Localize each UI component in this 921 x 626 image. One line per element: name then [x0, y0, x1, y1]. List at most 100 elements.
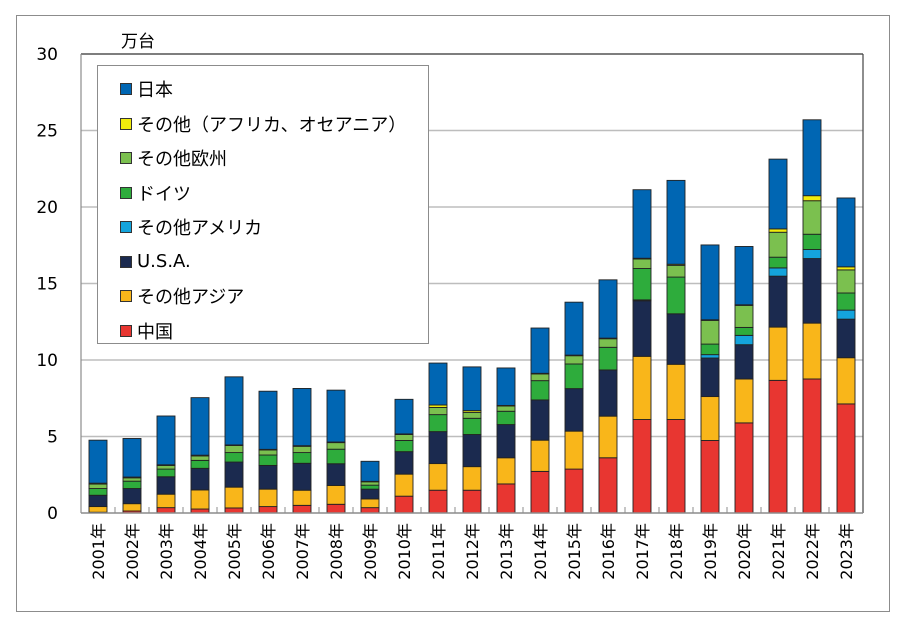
bars — [88, 119, 856, 514]
bar-segment — [734, 326, 754, 336]
y-tick-label: 0 — [47, 504, 58, 524]
bar-segment — [564, 363, 584, 390]
legend-label: ドイツ — [137, 183, 191, 205]
x-tick-label: 2007年 — [293, 523, 312, 580]
bar-segment — [734, 422, 754, 514]
x-tick-label: 2022年 — [803, 523, 822, 580]
bar-segment — [88, 483, 108, 489]
x-tick-label: 2016年 — [599, 523, 618, 580]
bar-segment — [802, 119, 822, 197]
bar-segment — [428, 431, 448, 465]
bar-segment — [666, 276, 686, 315]
bar-segment — [768, 267, 788, 277]
x-tick-label: 2005年 — [225, 523, 244, 580]
legend-label: 日本 — [137, 80, 173, 101]
bar-segment — [190, 489, 210, 510]
bar-segment — [394, 473, 414, 497]
bar-segment — [224, 507, 244, 514]
bar-segment — [734, 378, 754, 424]
legend-label: U.S.A. — [137, 251, 191, 272]
bar-segment — [360, 484, 380, 490]
bar-segment — [564, 301, 584, 356]
x-tick-labels: 2001年 2002年 2003年 2004年 2005年 2006年 2007年 2008年… — [89, 523, 856, 580]
bar-segment — [462, 434, 482, 468]
bar-segment — [122, 480, 142, 489]
bar-segment — [462, 489, 482, 514]
legend-label: その他欧州 — [137, 149, 227, 170]
bar-segment — [836, 309, 856, 320]
x-tick-label: 2003年 — [157, 523, 176, 580]
legend-item: ドイツ — [120, 178, 191, 208]
bar-segment — [224, 445, 244, 454]
bar-segment — [700, 244, 720, 321]
bar-segment — [462, 466, 482, 491]
x-tick-label: 2019年 — [701, 523, 720, 580]
legend-label: その他アジア — [137, 287, 245, 308]
bar-segment — [734, 344, 754, 380]
bar-segment — [292, 388, 312, 447]
bar-segment — [394, 451, 414, 475]
bar-segment — [326, 463, 346, 486]
bar-segment — [88, 439, 108, 484]
x-tick-label: 2018年 — [667, 523, 686, 580]
bar-segment — [462, 411, 482, 419]
bar-segment — [360, 498, 380, 509]
bar-segment — [598, 346, 618, 371]
bar-segment — [836, 269, 856, 294]
bar-segment — [258, 464, 278, 490]
legend-label: その他（アフリカ、オセアニア） — [137, 114, 407, 136]
bar-segment — [632, 419, 652, 514]
bar-segment — [326, 389, 346, 443]
legend-item: U.S.A. — [120, 247, 191, 277]
bar-segment — [666, 313, 686, 365]
bar-segment — [258, 488, 278, 508]
bar-segment — [530, 439, 550, 472]
x-tick-label: 2008年 — [327, 523, 346, 580]
bar-segment — [598, 457, 618, 514]
x-tick-label: 2014年 — [531, 523, 550, 580]
bar-segment — [224, 486, 244, 509]
bar-segment — [496, 483, 516, 514]
bar-segment — [802, 200, 822, 235]
bar-segment — [598, 279, 618, 339]
bar-segment — [360, 481, 380, 486]
x-tick-label: 2021年 — [769, 523, 788, 580]
legend-item: 日本 — [120, 74, 173, 104]
bar-segment — [632, 300, 652, 357]
bar-segment — [530, 470, 550, 514]
bar-segment — [666, 419, 686, 514]
y-tick-label: 30 — [36, 45, 58, 65]
chart-frame — [16, 15, 890, 612]
y-tick-labels: 0 5 10 15 20 25 30 — [36, 45, 58, 524]
bar-segment — [156, 415, 176, 466]
bar-segment — [768, 379, 788, 514]
legend-swatch-icon — [120, 290, 132, 302]
x-tick-label: 2011年 — [429, 523, 448, 580]
bar-segment — [122, 477, 142, 482]
bar-segment — [700, 396, 720, 441]
legend-swatch-icon — [120, 83, 132, 95]
bar-segment — [802, 322, 822, 380]
bar-segment — [394, 434, 414, 441]
bar-segment — [88, 494, 108, 508]
bar-segment — [768, 231, 788, 258]
bar-segment — [258, 449, 278, 456]
x-tick-label: 2009年 — [361, 523, 380, 580]
bar-segment — [836, 403, 856, 514]
bar-segment — [326, 448, 346, 465]
bar-segment — [700, 357, 720, 398]
bar-segment — [156, 464, 176, 470]
bar-segment — [496, 424, 516, 459]
bar-segment — [394, 440, 414, 453]
bar-segment — [258, 454, 278, 466]
legend-swatch-icon — [120, 324, 132, 337]
bar-segment — [258, 506, 278, 514]
bar-segment — [530, 380, 550, 401]
bar-segment — [836, 292, 856, 311]
legend-swatch-icon — [120, 255, 132, 268]
bar-segment — [734, 246, 754, 306]
bar-segment — [156, 476, 176, 495]
bar-segment — [802, 378, 822, 514]
bar-segment — [326, 503, 346, 514]
bar-segment — [530, 327, 550, 374]
